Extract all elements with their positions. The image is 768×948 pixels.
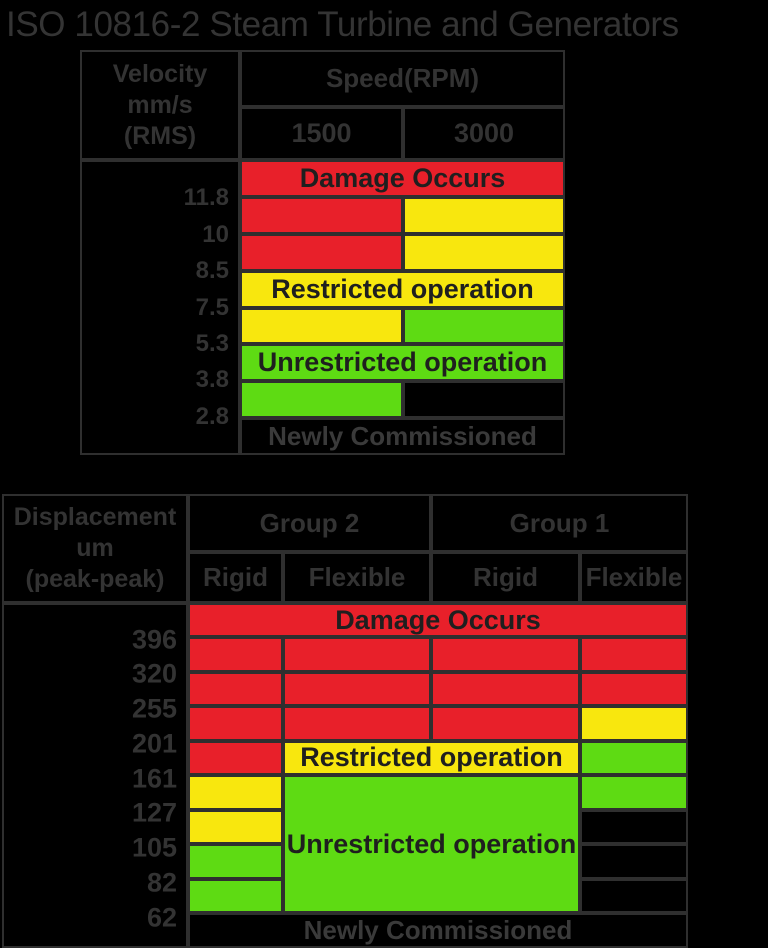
zone-cell: [240, 381, 403, 419]
speed-1500-header: 1500: [240, 107, 403, 160]
zone-cell: [188, 740, 283, 776]
unrestricted-operation-label: Unrestricted operation: [286, 828, 577, 859]
newly-commissioned-label: Newly Commissioned: [268, 421, 537, 452]
scale-label: 105: [131, 832, 177, 863]
damage-occurs-label: Damage Occurs: [335, 604, 541, 635]
displacement-unit-line1: Displacement: [13, 503, 177, 531]
velocity-unit-line3: (RMS): [123, 121, 197, 150]
scale-label: 320: [131, 658, 177, 689]
zone-cell: [188, 844, 283, 879]
mount-header-rigid-g1: Rigid: [431, 552, 580, 603]
restricted-operation-band: Restricted operation: [240, 270, 565, 308]
zone-cell: [431, 671, 580, 707]
unrestricted-operation-label: Unrestricted operation: [257, 347, 548, 378]
zone-cell: [240, 196, 403, 234]
zone-cell: [188, 878, 283, 913]
displacement-scale: 396 320 255 201 161 127 105 82 62: [2, 603, 188, 948]
velocity-table: Velocity mm/s (RMS) Speed(RPM) 1500 3000…: [80, 50, 565, 455]
zone-cell: [580, 671, 688, 707]
zone-cell: [240, 307, 403, 345]
scale-label: 62: [146, 902, 177, 933]
damage-occurs-band: Damage Occurs: [188, 603, 688, 638]
scale-label: 8.5: [195, 257, 229, 285]
mount-rigid-g2-label: Rigid: [203, 562, 268, 592]
displacement-unit-line3: (peak-peak): [25, 565, 165, 593]
scale-label: 11.8: [183, 184, 229, 212]
zone-cell: [580, 706, 688, 741]
velocity-unit-line2: mm/s: [127, 90, 193, 119]
zone-cell: [580, 775, 688, 810]
unrestricted-operation-band: Unrestricted operation: [283, 775, 580, 913]
zone-cell: [188, 637, 283, 672]
group-2-label: Group 2: [259, 507, 360, 538]
zone-cell: [188, 775, 283, 810]
scale-label: 82: [146, 867, 177, 898]
damage-occurs-label: Damage Occurs: [299, 162, 506, 193]
damage-occurs-band: Damage Occurs: [240, 160, 565, 197]
zone-cell: [188, 671, 283, 707]
mount-rigid-g1-label: Rigid: [473, 562, 538, 592]
velocity-scale: 11.8 10 8.5 7.5 5.3 3.8 2.8: [80, 160, 240, 455]
newly-commissioned-label: Newly Commissioned: [303, 914, 573, 945]
zone-cell: [403, 307, 565, 345]
unrestricted-operation-band: Unrestricted operation: [240, 344, 565, 382]
scale-label: 10: [202, 220, 229, 248]
zone-cell: [188, 706, 283, 741]
restricted-operation-label: Restricted operation: [300, 742, 563, 773]
zone-cell-empty: [580, 878, 688, 913]
scale-label: 201: [131, 728, 177, 759]
chart-title: ISO 10816-2 Steam Turbine and Generators: [6, 5, 679, 44]
zone-cell: [283, 706, 431, 741]
zone-cell-empty: [403, 381, 565, 419]
speed-3000-header: 3000: [403, 107, 565, 160]
zone-cell: [431, 637, 580, 672]
mount-header-rigid-g2: Rigid: [188, 552, 283, 603]
zone-cell: [403, 196, 565, 234]
mount-header-flexible-g1: Flexible: [580, 552, 688, 603]
scale-label: 127: [131, 797, 177, 828]
restricted-operation-label: Restricted operation: [271, 273, 534, 304]
speed-3000-label: 3000: [453, 118, 515, 148]
zone-cell: [240, 233, 403, 271]
scale-label: 2.8: [195, 402, 229, 430]
group-2-header: Group 2: [188, 494, 431, 552]
zone-cell-empty: [580, 844, 688, 879]
scale-label: 5.3: [195, 329, 229, 357]
zone-cell: [403, 233, 565, 271]
group-1-header: Group 1: [431, 494, 688, 552]
displacement-table: Displacement um (peak-peak) Group 2 Grou…: [2, 494, 688, 948]
zone-cell: [580, 740, 688, 776]
scale-label: 396: [131, 624, 177, 655]
velocity-unit-line1: Velocity: [112, 59, 208, 88]
zone-cell: [283, 671, 431, 707]
mount-header-flexible-g2: Flexible: [283, 552, 431, 603]
displacement-unit-header: Displacement um (peak-peak): [2, 494, 188, 603]
scale-label: 255: [131, 693, 177, 724]
mount-flexible-g2-label: Flexible: [308, 562, 406, 592]
zone-cell: [188, 809, 283, 845]
zone-cell-empty: [580, 809, 688, 845]
scale-label: 7.5: [195, 293, 229, 321]
zone-cell: [431, 706, 580, 741]
velocity-unit-header: Velocity mm/s (RMS): [80, 50, 240, 160]
displacement-unit-line2: um: [76, 534, 114, 562]
group-1-label: Group 1: [509, 507, 610, 538]
zone-cell: [283, 637, 431, 672]
speed-header-label: Speed(RPM): [325, 63, 480, 93]
speed-1500-label: 1500: [291, 118, 352, 148]
newly-commissioned-band: Newly Commissioned: [240, 418, 565, 455]
speed-header: Speed(RPM): [240, 50, 565, 107]
scale-label: 3.8: [195, 366, 229, 394]
zone-cell: [580, 637, 688, 672]
scale-label: 161: [131, 763, 177, 794]
restricted-operation-band: Restricted operation: [283, 740, 580, 776]
mount-flexible-g1-label: Flexible: [585, 562, 683, 592]
